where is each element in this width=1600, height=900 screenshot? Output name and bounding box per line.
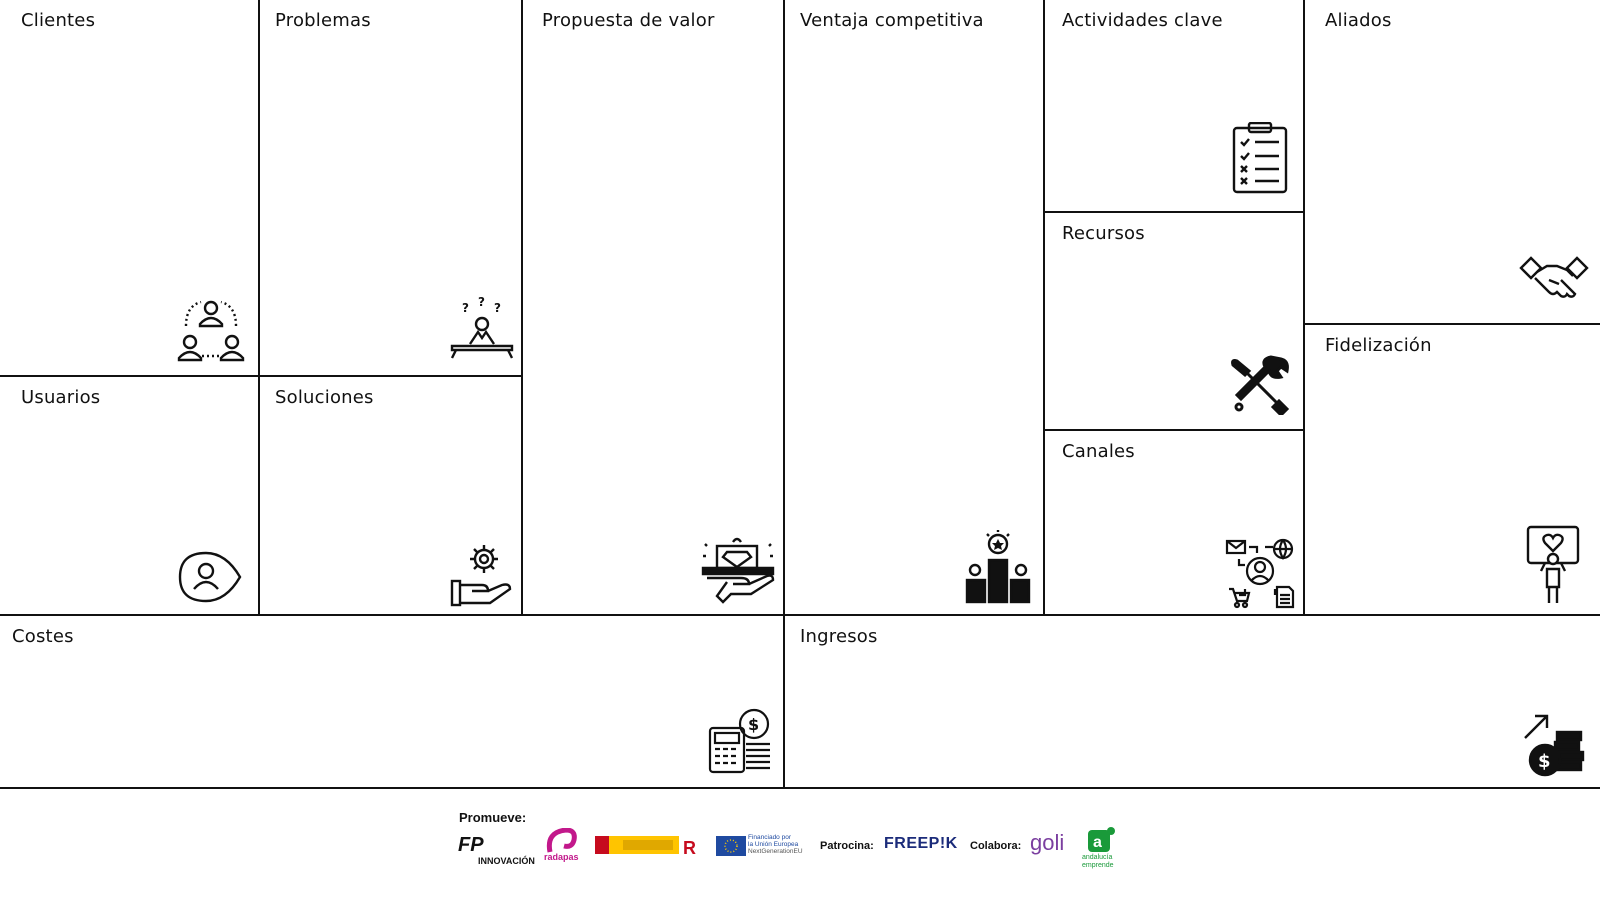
section-soluciones[interactable]: Soluciones xyxy=(260,377,521,614)
divider xyxy=(0,787,1600,789)
svg-text:?: ? xyxy=(494,301,501,315)
svg-text:a: a xyxy=(1093,834,1102,851)
section-problemas[interactable]: Problemas ? ? ? xyxy=(260,0,521,375)
section-title: Propuesta de valor xyxy=(542,10,715,31)
checklist-icon xyxy=(1231,122,1289,194)
patrocina-label: Patrocina: xyxy=(820,840,874,852)
divider xyxy=(1303,0,1305,616)
section-costes[interactable]: Costes $ xyxy=(0,616,783,787)
eu-text-1: Financiado por xyxy=(748,834,791,841)
promueve-label: Promueve: xyxy=(459,810,527,825)
gear-hand-icon xyxy=(450,541,514,607)
eu-funding-logo: Financiado por la Unión Europea NextGene… xyxy=(716,834,803,861)
section-clientes[interactable]: Clientes xyxy=(0,0,258,375)
section-title: Ventaja competitiva xyxy=(800,10,984,31)
fp-innovacion-logo: FP INNOVACIÓN xyxy=(458,834,535,866)
tools-icon xyxy=(1229,355,1291,415)
section-actividades[interactable]: Actividades clave xyxy=(1045,0,1303,211)
section-title: Clientes xyxy=(21,10,96,31)
calculator-coins-icon: $ xyxy=(708,708,774,774)
divider xyxy=(0,614,1600,616)
section-canales[interactable]: Canales xyxy=(1045,431,1303,614)
omnichannel-icon xyxy=(1225,537,1295,609)
andalucia-text-1: andalucía xyxy=(1082,854,1113,861)
svg-text:?: ? xyxy=(478,296,485,309)
goli-logo: goli xyxy=(1030,830,1065,855)
heart-sign-icon xyxy=(1525,525,1581,605)
section-title: Ingresos xyxy=(800,626,878,647)
section-propuesta[interactable]: Propuesta de valor xyxy=(523,0,783,614)
podium-icon xyxy=(963,530,1033,604)
divider xyxy=(521,0,523,616)
divider xyxy=(1044,211,1304,213)
section-title: Soluciones xyxy=(275,387,374,408)
user-pin-icon xyxy=(176,549,244,605)
fp-logo-text: FP xyxy=(458,834,484,856)
divider xyxy=(1044,429,1304,431)
footer: Promueve: FP INNOVACIÓN radapas R Financ… xyxy=(0,790,1600,900)
section-recursos[interactable]: Recursos xyxy=(1045,213,1303,429)
section-title: Costes xyxy=(12,626,74,647)
section-title: Actividades clave xyxy=(1062,10,1223,31)
svg-text:R: R xyxy=(683,838,696,858)
eu-text-2: la Unión Europea xyxy=(748,841,799,848)
divider xyxy=(1043,0,1045,616)
radapas-logo: radapas xyxy=(544,827,580,862)
revenue-growth-icon: $ xyxy=(1521,708,1585,778)
svg-text:$: $ xyxy=(1538,751,1551,772)
section-title: Recursos xyxy=(1062,223,1145,244)
spain-gov-logo: R xyxy=(595,834,705,863)
gift-hand-icon xyxy=(701,534,775,608)
section-title: Fidelización xyxy=(1325,335,1432,356)
section-title: Canales xyxy=(1062,441,1135,462)
radapas-text: radapas xyxy=(544,852,579,862)
people-network-icon xyxy=(176,294,246,364)
section-title: Usuarios xyxy=(21,387,101,408)
andalucia-emprende-logo: a andalucía emprende xyxy=(1082,826,1116,869)
section-aliados[interactable]: Aliados xyxy=(1305,0,1600,323)
section-ventaja[interactable]: Ventaja competitiva xyxy=(785,0,1043,614)
section-title: Problemas xyxy=(275,10,371,31)
eu-text-3: NextGenerationEU xyxy=(748,848,803,855)
andalucia-text-2: emprende xyxy=(1082,862,1114,869)
divider xyxy=(783,0,785,789)
handshake-icon xyxy=(1519,254,1589,310)
divider xyxy=(258,0,260,616)
divider xyxy=(0,375,522,377)
svg-text:?: ? xyxy=(462,301,469,315)
divider xyxy=(1304,323,1600,325)
colabora-label: Colabora: xyxy=(970,840,1022,852)
section-title: Aliados xyxy=(1325,10,1392,31)
thinking-person-icon: ? ? ? xyxy=(448,296,516,362)
svg-text:$: $ xyxy=(748,715,759,734)
section-usuarios[interactable]: Usuarios xyxy=(0,377,258,614)
fp-sub-text: INNOVACIÓN xyxy=(478,856,535,866)
freepik-logo: FREEP!K xyxy=(884,835,958,852)
section-ingresos[interactable]: Ingresos $ xyxy=(785,616,1600,787)
section-fidelizacion[interactable]: Fidelización xyxy=(1305,325,1600,614)
